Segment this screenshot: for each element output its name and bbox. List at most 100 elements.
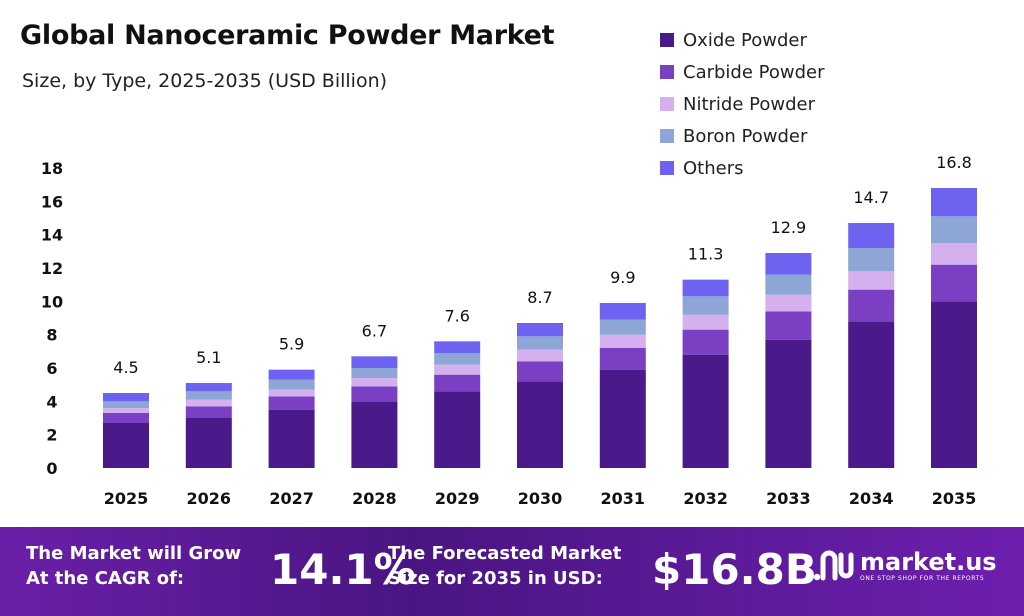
bar-segment-oxide-powder <box>103 423 149 468</box>
legend-label-oxide: Oxide Powder <box>683 29 807 51</box>
legend-item-others: Others <box>660 152 825 184</box>
stacked-bar-chart: 0 2 4 6 8 10 12 14 16 18 2025 4.5 2026 5.1 2027 5.9 2028… <box>41 153 977 508</box>
bar-segment-nitride-powder <box>351 378 398 387</box>
bar-segment-nitride-powder <box>434 364 481 375</box>
bar-segment-boron-powder <box>682 296 729 315</box>
x-tick-label: 2025 <box>104 489 149 508</box>
legend-label-others: Others <box>683 157 744 179</box>
bar-segment-carbide-powder <box>268 396 315 410</box>
bar-segment-oxide-powder <box>848 321 895 468</box>
x-tick-label: 2031 <box>601 489 646 508</box>
bar-segment-carbide-powder <box>517 361 563 382</box>
bar-segment-nitride-powder <box>931 243 977 265</box>
x-tick-label: 2028 <box>352 489 397 508</box>
bar-total-label: 9.9 <box>610 268 635 287</box>
bar-segment-boron-powder <box>517 336 563 350</box>
bar-segment-nitride-powder <box>682 314 729 330</box>
bar-segment-others <box>268 369 315 380</box>
bar-segment-boron-powder <box>599 319 646 335</box>
bar-segment-others <box>599 303 646 320</box>
bar-segment-others <box>931 188 977 217</box>
y-tick-label: 10 <box>41 292 63 311</box>
legend-label-nitride: Nitride Powder <box>683 93 815 115</box>
bar-segment-boron-powder <box>351 368 398 378</box>
bar-segment-others <box>765 253 812 275</box>
legend-item-oxide: Oxide Powder <box>660 24 825 56</box>
cagr-caption-line1: The Market will Grow <box>26 543 242 564</box>
bar-segment-carbide-powder <box>765 311 812 340</box>
bar-total-label: 8.7 <box>527 288 552 307</box>
bar-segment-others <box>682 279 729 297</box>
bar-segment-carbide-powder <box>185 406 232 418</box>
legend-swatch-oxide <box>660 33 674 47</box>
chart-subtitle: Size, by Type, 2025-2035 (USD Billion) <box>22 70 388 92</box>
y-tick-label: 8 <box>46 326 57 345</box>
legend-label-boron: Boron Powder <box>683 125 808 147</box>
bar-segment-boron-powder <box>434 353 481 365</box>
x-tick-label: 2034 <box>849 489 894 508</box>
bar-segment-carbide-powder <box>103 413 149 423</box>
bar-segment-carbide-powder <box>931 264 977 302</box>
legend-swatch-boron <box>660 129 674 143</box>
y-tick-label: 12 <box>41 259 63 278</box>
legend-label-carbide: Carbide Powder <box>683 61 825 83</box>
y-tick-label: 0 <box>46 459 57 478</box>
bar-segment-nitride-powder <box>765 294 812 312</box>
bar-segment-boron-powder <box>765 274 812 295</box>
bar-segment-oxide-powder <box>765 339 812 468</box>
bar-segment-others <box>848 223 895 248</box>
bar-segment-oxide-powder <box>185 418 232 468</box>
logo-tagline: ONE STOP SHOP FOR THE REPORTS <box>860 575 985 582</box>
bar-segment-oxide-powder <box>682 354 729 468</box>
bar-segment-boron-powder <box>185 391 232 400</box>
bar-total-label: 14.7 <box>853 188 889 207</box>
bar-segment-nitride-powder <box>103 408 149 413</box>
market-us-logo-icon <box>813 550 854 581</box>
bar-segment-boron-powder <box>268 379 315 390</box>
legend-item-carbide: Carbide Powder <box>660 56 825 88</box>
bar-segment-nitride-powder <box>268 389 315 397</box>
bar-total-label: 12.9 <box>771 218 807 237</box>
bar-segment-carbide-powder <box>848 289 895 322</box>
x-tick-label: 2030 <box>518 489 563 508</box>
legend-item-nitride: Nitride Powder <box>660 88 825 120</box>
x-tick-label: 2032 <box>683 489 728 508</box>
forecast-caption-line2: Size for 2035 in USD: <box>388 568 603 589</box>
bar-total-label: 5.9 <box>279 335 304 354</box>
y-tick-label: 14 <box>41 226 63 245</box>
logo-name: market.us <box>860 548 997 576</box>
cagr-value: 14.1% <box>270 545 416 594</box>
y-tick-label: 4 <box>46 392 57 411</box>
bar-segment-others <box>517 323 563 337</box>
y-tick-label: 2 <box>46 426 57 445</box>
bar-segment-nitride-powder <box>848 271 895 290</box>
market-us-logo[interactable]: market.us ONE STOP SHOP FOR THE REPORTS <box>812 549 997 583</box>
legend-swatch-others <box>660 161 674 175</box>
legend-item-boron: Boron Powder <box>660 120 825 152</box>
bar-segment-nitride-powder <box>599 334 646 348</box>
x-tick-label: 2029 <box>435 489 480 508</box>
bar-segment-boron-powder <box>931 216 977 243</box>
legend-swatch-carbide <box>660 65 674 79</box>
bar-segment-oxide-powder <box>517 381 563 468</box>
bar-segment-others <box>103 393 149 402</box>
forecast-caption: The Forecasted Market Size for 2035 in U… <box>388 541 621 591</box>
bar-total-label: 6.7 <box>362 321 387 340</box>
bar-total-label: 16.8 <box>936 153 972 172</box>
cagr-caption-line2: At the CAGR of: <box>26 568 185 589</box>
bar-segment-others <box>434 341 481 353</box>
forecast-value: $16.8B <box>652 545 817 594</box>
bar-segment-boron-powder <box>103 401 149 408</box>
legend: Oxide Powder Carbide Powder Nitride Powd… <box>660 24 825 184</box>
bar-segment-nitride-powder <box>185 399 232 407</box>
legend-swatch-nitride <box>660 97 674 111</box>
cagr-caption: The Market will Grow At the CAGR of: <box>26 541 241 591</box>
x-tick-label: 2035 <box>932 489 977 508</box>
bar-segment-oxide-powder <box>351 401 398 468</box>
summary-banner: The Market will Grow At the CAGR of: 14.… <box>0 527 1024 616</box>
x-tick-label: 2033 <box>766 489 811 508</box>
bar-segment-others <box>185 383 232 392</box>
bar-segment-carbide-powder <box>682 329 729 355</box>
y-tick-label: 18 <box>41 159 63 178</box>
x-tick-label: 2027 <box>269 489 314 508</box>
